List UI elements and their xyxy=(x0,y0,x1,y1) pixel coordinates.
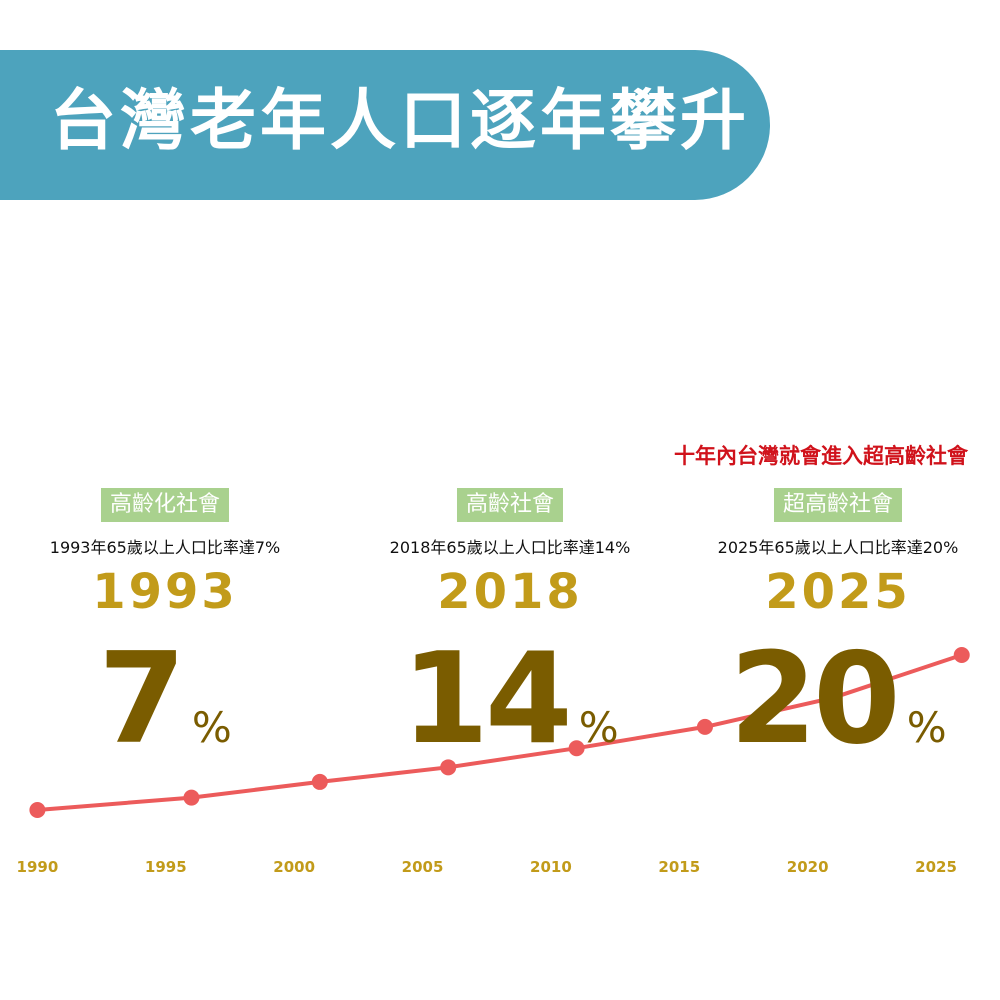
data-point xyxy=(29,802,46,818)
series-line xyxy=(37,653,963,812)
data-point xyxy=(183,789,200,806)
x-tick-label: 2000 xyxy=(273,858,315,876)
milestone-badge: 超高齡社會 xyxy=(773,488,903,522)
milestone-2025: 超高齡社會 2025年65歲以上人口比率達20% 2025 20 % xyxy=(673,488,1000,768)
x-tick-label: 2015 xyxy=(658,858,700,876)
milestone-badge: 高齡化社會 xyxy=(100,488,230,522)
page-title: 台灣老年人口逐年攀升 xyxy=(50,82,750,159)
percent-sign: % xyxy=(578,703,619,752)
milestone-description: 2018年65歲以上人口比率達14% xyxy=(389,538,631,557)
milestone-value: 14 % xyxy=(345,636,675,766)
data-point xyxy=(311,773,328,790)
callout-text: 十年內台灣就會進入超高齡社會 xyxy=(674,444,968,468)
milestone-description: 2025年65歲以上人口比率達20% xyxy=(717,538,959,557)
milestone-value: 7 % xyxy=(0,636,330,766)
title-banner: 台灣老年人口逐年攀升 xyxy=(0,50,770,200)
data-point xyxy=(568,740,585,757)
percent-sign: % xyxy=(906,703,947,752)
x-tick-label: 2005 xyxy=(402,858,444,876)
data-point xyxy=(696,718,713,735)
x-tick-label: 2020 xyxy=(787,858,829,876)
data-point xyxy=(440,759,457,776)
data-point xyxy=(825,689,842,706)
milestone-1993: 高齡化社會 1993年65歲以上人口比率達7% 1993 7 % xyxy=(0,488,330,768)
x-tick-label: 2010 xyxy=(530,858,572,876)
x-tick-label: 2025 xyxy=(915,858,957,876)
x-tick-label: 1995 xyxy=(145,858,187,876)
milestone-year: 1993 xyxy=(92,564,238,620)
milestone-year: 2025 xyxy=(765,564,911,620)
x-tick-label: 1990 xyxy=(17,858,59,876)
milestone-percent-number: 14 xyxy=(401,625,572,772)
milestone-value: 20 % xyxy=(673,636,1000,766)
milestone-percent-number: 7 xyxy=(98,625,186,772)
milestone-badge: 高齡社會 xyxy=(456,488,564,522)
milestone-description: 1993年65歲以上人口比率達7% xyxy=(49,538,281,557)
percent-sign: % xyxy=(191,703,232,752)
data-point xyxy=(953,647,970,663)
milestone-2018: 高齡社會 2018年65歲以上人口比率達14% 2018 14 % xyxy=(345,488,675,768)
milestone-year: 2018 xyxy=(437,564,583,620)
milestone-percent-number: 20 xyxy=(729,625,900,772)
